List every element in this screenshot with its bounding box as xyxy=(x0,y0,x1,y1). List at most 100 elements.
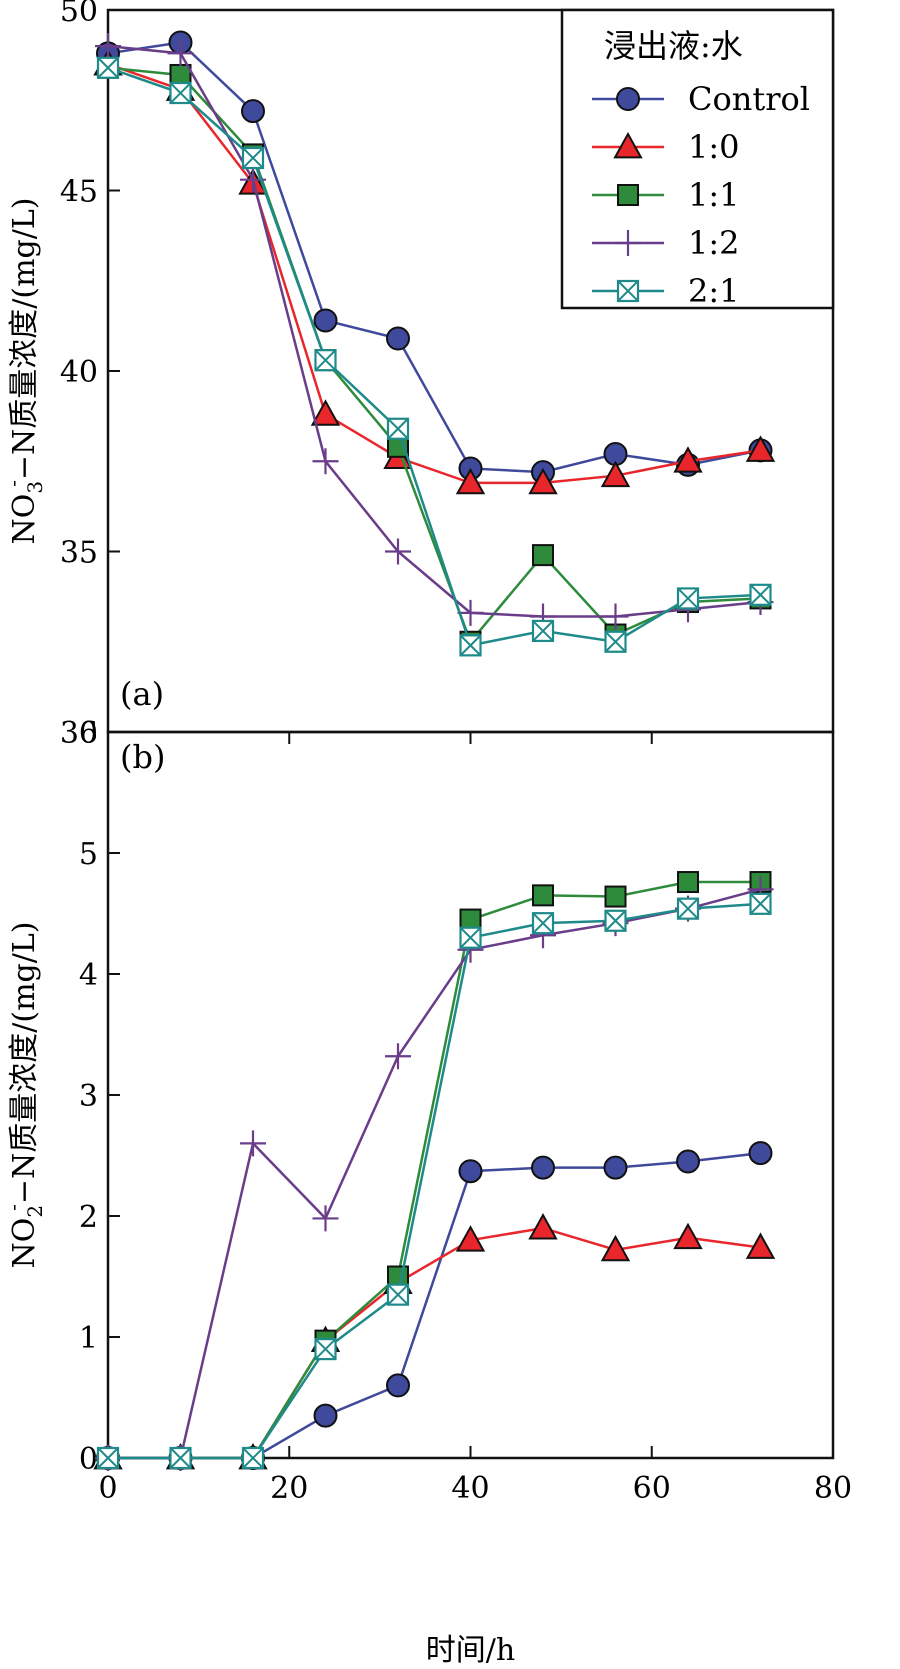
data-point xyxy=(386,1373,410,1398)
legend-box xyxy=(560,8,835,310)
data-point xyxy=(745,435,776,462)
data-point xyxy=(241,1446,265,1470)
legend-marker xyxy=(617,184,639,206)
panel-label: (b) xyxy=(120,738,165,776)
legend-entry-1:0: 1:0 xyxy=(592,128,740,166)
data-point xyxy=(169,1446,192,1470)
data-point xyxy=(167,40,194,67)
data-point xyxy=(673,1222,703,1250)
series-2:1 xyxy=(96,56,772,657)
data-point xyxy=(455,467,486,495)
y-tick-label: 45 xyxy=(60,175,98,210)
data-point xyxy=(458,1159,483,1184)
y-tick-label: 5 xyxy=(79,837,98,872)
panel-label: (a) xyxy=(120,675,164,713)
y-tick-label: 1 xyxy=(79,1321,98,1356)
data-point xyxy=(387,1265,409,1288)
data-point xyxy=(745,1232,776,1259)
series-1:0 xyxy=(93,1213,776,1470)
data-point xyxy=(600,460,631,488)
data-point xyxy=(96,1446,120,1470)
data-point xyxy=(749,892,772,915)
series-line xyxy=(108,1151,761,1460)
y-tick-label: 40 xyxy=(60,355,98,390)
data-point xyxy=(528,467,558,495)
y-tick-label: 30 xyxy=(60,716,98,751)
data-point xyxy=(455,1225,486,1252)
legend: 浸出液:水 Control 1:0 1:1 1:2 2:1 xyxy=(560,8,835,310)
data-point xyxy=(677,871,699,894)
series-line xyxy=(107,44,761,618)
x-tick-label: 0 xyxy=(98,1471,117,1506)
data-point xyxy=(603,1155,628,1180)
x-tick-label: 60 xyxy=(633,1471,671,1506)
data-point xyxy=(313,308,338,333)
data-point xyxy=(532,544,554,567)
series-1:2 xyxy=(95,876,774,1471)
data-point xyxy=(528,1213,558,1240)
series-line xyxy=(107,62,761,485)
data-point xyxy=(96,56,120,79)
series-2:1 xyxy=(96,892,772,1470)
data-point xyxy=(459,634,482,657)
data-point xyxy=(676,587,700,610)
legend-marker xyxy=(616,87,640,111)
data-point xyxy=(604,885,627,908)
data-point xyxy=(531,1155,555,1180)
y-tick-label: 3 xyxy=(79,1079,98,1114)
data-point xyxy=(676,897,700,920)
data-point xyxy=(673,446,703,473)
data-point xyxy=(312,1205,339,1232)
legend-marker xyxy=(615,230,641,256)
legend-entry-Control: Control xyxy=(592,80,810,118)
data-point xyxy=(240,1130,266,1157)
data-point xyxy=(310,399,341,426)
series-Control xyxy=(96,1141,773,1470)
legend-marker xyxy=(616,279,640,303)
legend-label: 1:0 xyxy=(688,128,740,166)
data-point xyxy=(386,1283,410,1306)
plot-frame xyxy=(106,730,835,1460)
panel-a-nitrate-chart: 30 35 40 45 50 (a) NO3-−N质量浓度/(mg/L) xyxy=(1,0,835,751)
y-tick-label: 35 xyxy=(60,536,98,571)
legend-label: 1:2 xyxy=(688,224,740,262)
series-line xyxy=(108,880,761,1460)
data-point xyxy=(314,349,337,372)
data-point xyxy=(604,909,627,932)
legend-label: Control xyxy=(688,80,810,118)
y-axis-label: NO3-−N质量浓度/(mg/L) xyxy=(1,198,47,545)
legend-label: 1:1 xyxy=(688,176,740,214)
data-point xyxy=(457,599,484,626)
data-point xyxy=(459,926,482,949)
data-point xyxy=(532,884,554,907)
legend-entry-2:1: 2:1 xyxy=(592,272,740,310)
legend-marker xyxy=(613,131,643,159)
data-point xyxy=(386,326,410,351)
data-point xyxy=(676,1149,700,1174)
x-tick-label: 80 xyxy=(814,1471,852,1506)
data-point xyxy=(314,1337,337,1361)
data-point xyxy=(600,1234,631,1262)
data-point xyxy=(313,1403,338,1428)
data-point xyxy=(459,908,482,931)
data-point xyxy=(531,619,555,643)
series-line xyxy=(108,888,761,1460)
data-point xyxy=(312,448,339,475)
legend-entry-1:2: 1:2 xyxy=(592,224,740,262)
series-Control xyxy=(96,30,773,485)
y-tick-label: 0 xyxy=(79,1442,98,1477)
x-axis-label: 时间/h xyxy=(426,1633,515,1668)
y-tick-label: 6 xyxy=(79,716,98,751)
data-point xyxy=(95,33,121,60)
series-line xyxy=(108,902,761,1460)
y-tick-label: 50 xyxy=(60,0,98,29)
legend-label: 2:1 xyxy=(688,272,740,310)
data-point xyxy=(749,583,772,606)
series-line xyxy=(107,41,761,474)
legend-title: 浸出液:水 xyxy=(604,27,743,65)
data-point xyxy=(241,146,265,170)
x-tick-label: 20 xyxy=(270,1471,308,1506)
y-axis-label: NO2-−N质量浓度/(mg/L) xyxy=(1,922,47,1269)
